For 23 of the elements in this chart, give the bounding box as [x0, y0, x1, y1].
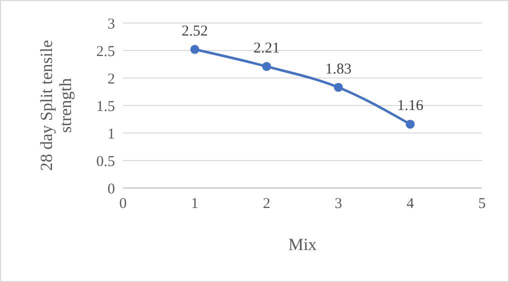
- point: [406, 120, 415, 129]
- y-tick-label: 2: [108, 71, 115, 88]
- data-label: 2.21: [253, 40, 280, 56]
- y-tick-label: 0.5: [96, 154, 115, 170]
- point: [334, 82, 343, 92]
- x-tick-label: 1: [191, 196, 199, 212]
- y-tick-label: 1: [108, 126, 115, 142]
- data-label: 1.16: [397, 98, 424, 114]
- point: [262, 62, 272, 71]
- data-label: 2.52: [182, 23, 208, 40]
- x-tick-label: 5: [478, 196, 486, 212]
- point: [190, 44, 200, 54]
- y-tick-label: 3: [108, 16, 115, 32]
- y-tick-label: 1.5: [96, 98, 115, 115]
- y-tick-label: 2.5: [96, 44, 115, 60]
- x-tick-label: 2: [262, 196, 270, 212]
- x-tick-label: 3: [334, 196, 342, 212]
- y-axis-title: 28 day Split tensile strength: [37, 40, 75, 171]
- x-axis-title: Mix: [288, 235, 318, 254]
- data-label: 1.83: [325, 61, 352, 78]
- x-tick-label: 4: [406, 196, 414, 212]
- x-tick-label: 0: [119, 196, 127, 212]
- y-tick-label: 0: [108, 181, 115, 198]
